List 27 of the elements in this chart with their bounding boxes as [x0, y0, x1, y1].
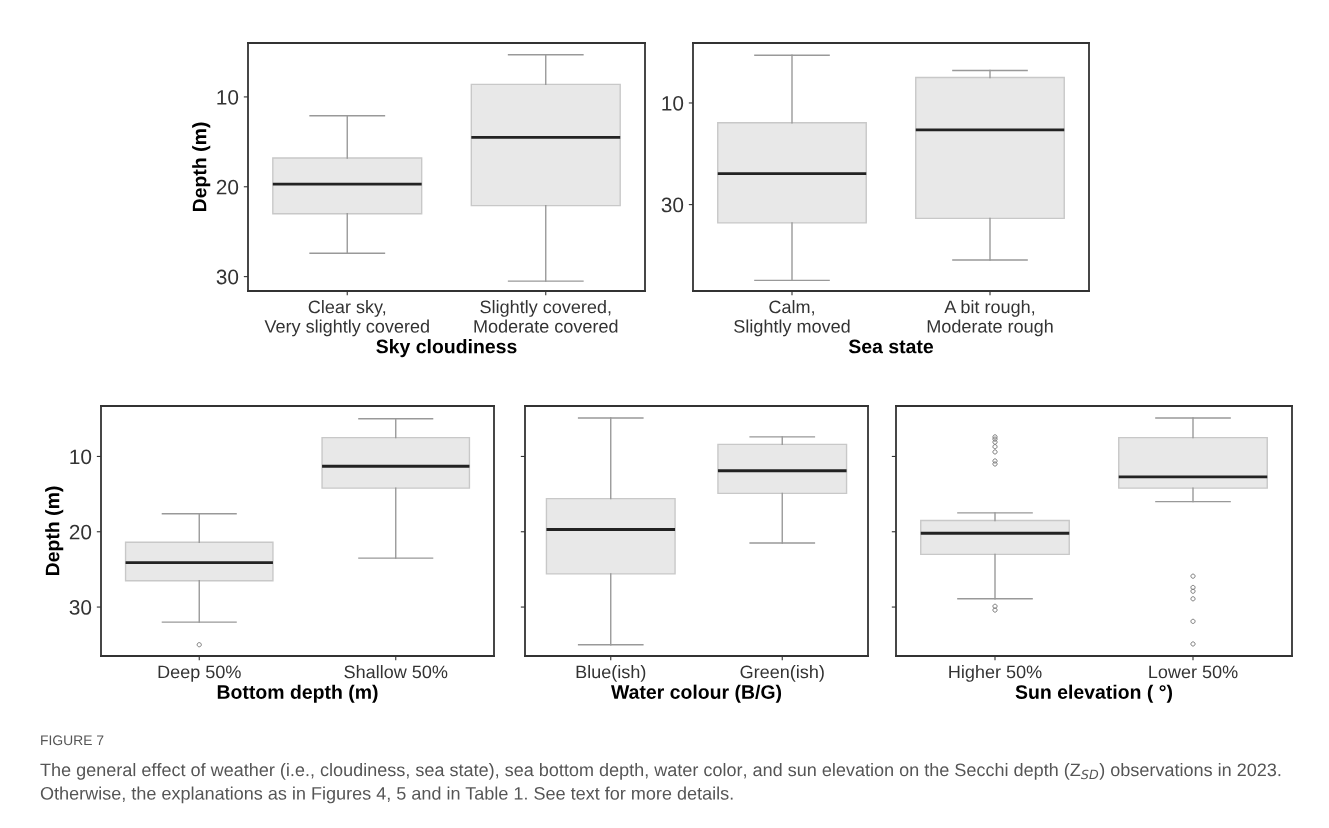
x-axis-title: Sun elevation ( °) — [1015, 684, 1173, 703]
x-tick-label: Clear sky, Very slightly covered — [264, 300, 429, 337]
y-tick-label: 10 — [662, 95, 684, 111]
x-axis-title: Bottom depth (m) — [217, 684, 378, 703]
x-tick-label: Slightly covered, Moderate covered — [474, 300, 618, 333]
y-tick-label: 10 — [70, 449, 92, 465]
x-tick-label: Lower 50% — [1149, 665, 1238, 679]
y-tick-label: 20 — [69, 524, 92, 540]
x-axis-title: Sea state — [848, 339, 934, 354]
y-axis-title: Depth (m) — [45, 486, 64, 576]
x-tick-label: Deep 50% — [158, 665, 241, 682]
text: The general effect of weather (i.e., cloudiness, sea state), sea bottom depth, water color, and sun elevation on the Secchi depth (Z$_{SD}$) observations in 2023. Otherwise, the explanations as in Figures 4, 5 and in Table 1. See text for more details. — [40, 763, 1281, 804]
x-tick-label: Green(ish) — [740, 665, 824, 682]
x-tick-label: Shallow 50% — [344, 665, 448, 679]
y-tick-label: 20 — [216, 179, 239, 195]
y-axis-title: Depth (m) — [192, 122, 211, 212]
y-tick-label: 30 — [661, 197, 684, 213]
x-tick-label: Blue(ish) — [576, 665, 646, 682]
y-tick-label: 10 — [217, 89, 239, 105]
x-tick-label: Calm, Slightly moved — [734, 300, 850, 337]
caption: FIGURE 7 — [41, 735, 104, 746]
y-tick-label: 30 — [69, 600, 92, 615]
x-tick-label: A bit rough, Moderate rough — [927, 300, 1053, 337]
y-tick-label: 30 — [216, 269, 239, 285]
x-tick-label: Higher 50% — [949, 665, 1042, 682]
x-axis-title: Sky cloudiness — [376, 339, 517, 358]
x-axis-title: Water colour (B/G) — [611, 684, 782, 703]
